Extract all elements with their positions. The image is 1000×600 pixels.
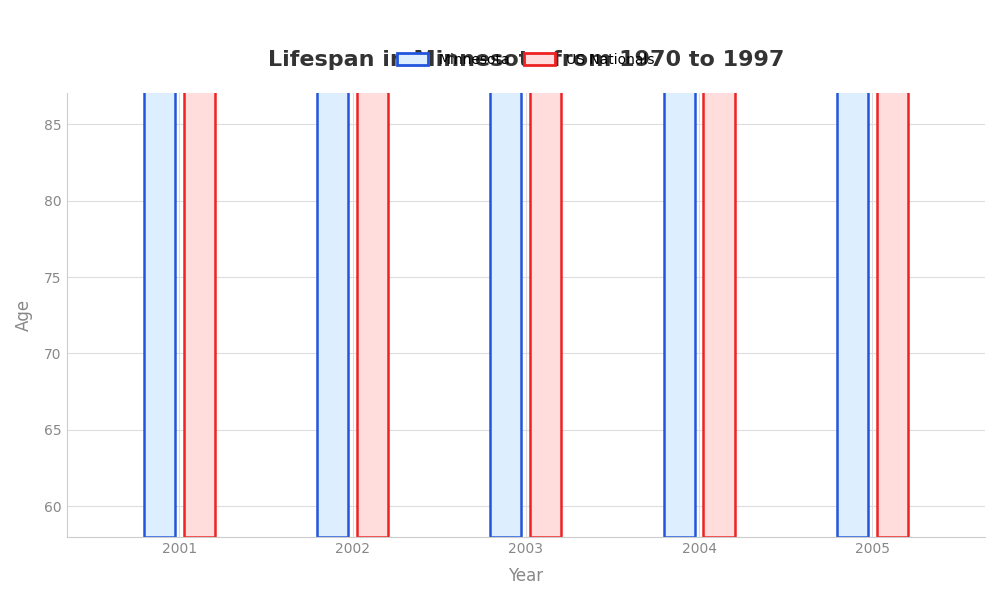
Bar [530, 0, 561, 537]
Bar [144, 0, 175, 537]
Bar [317, 0, 348, 537]
Bar [837, 0, 868, 537]
Bar [703, 0, 735, 537]
Bar [184, 0, 215, 537]
X-axis label: Year: Year [508, 567, 543, 585]
Y-axis label: Age: Age [15, 299, 33, 331]
Legend: Minnesota, US Nationals: Minnesota, US Nationals [392, 47, 660, 73]
Bar [664, 0, 695, 537]
Bar [877, 0, 908, 537]
Title: Lifespan in Minnesota from 1970 to 1997: Lifespan in Minnesota from 1970 to 1997 [268, 50, 784, 70]
Bar [490, 0, 521, 537]
Bar [357, 0, 388, 537]
